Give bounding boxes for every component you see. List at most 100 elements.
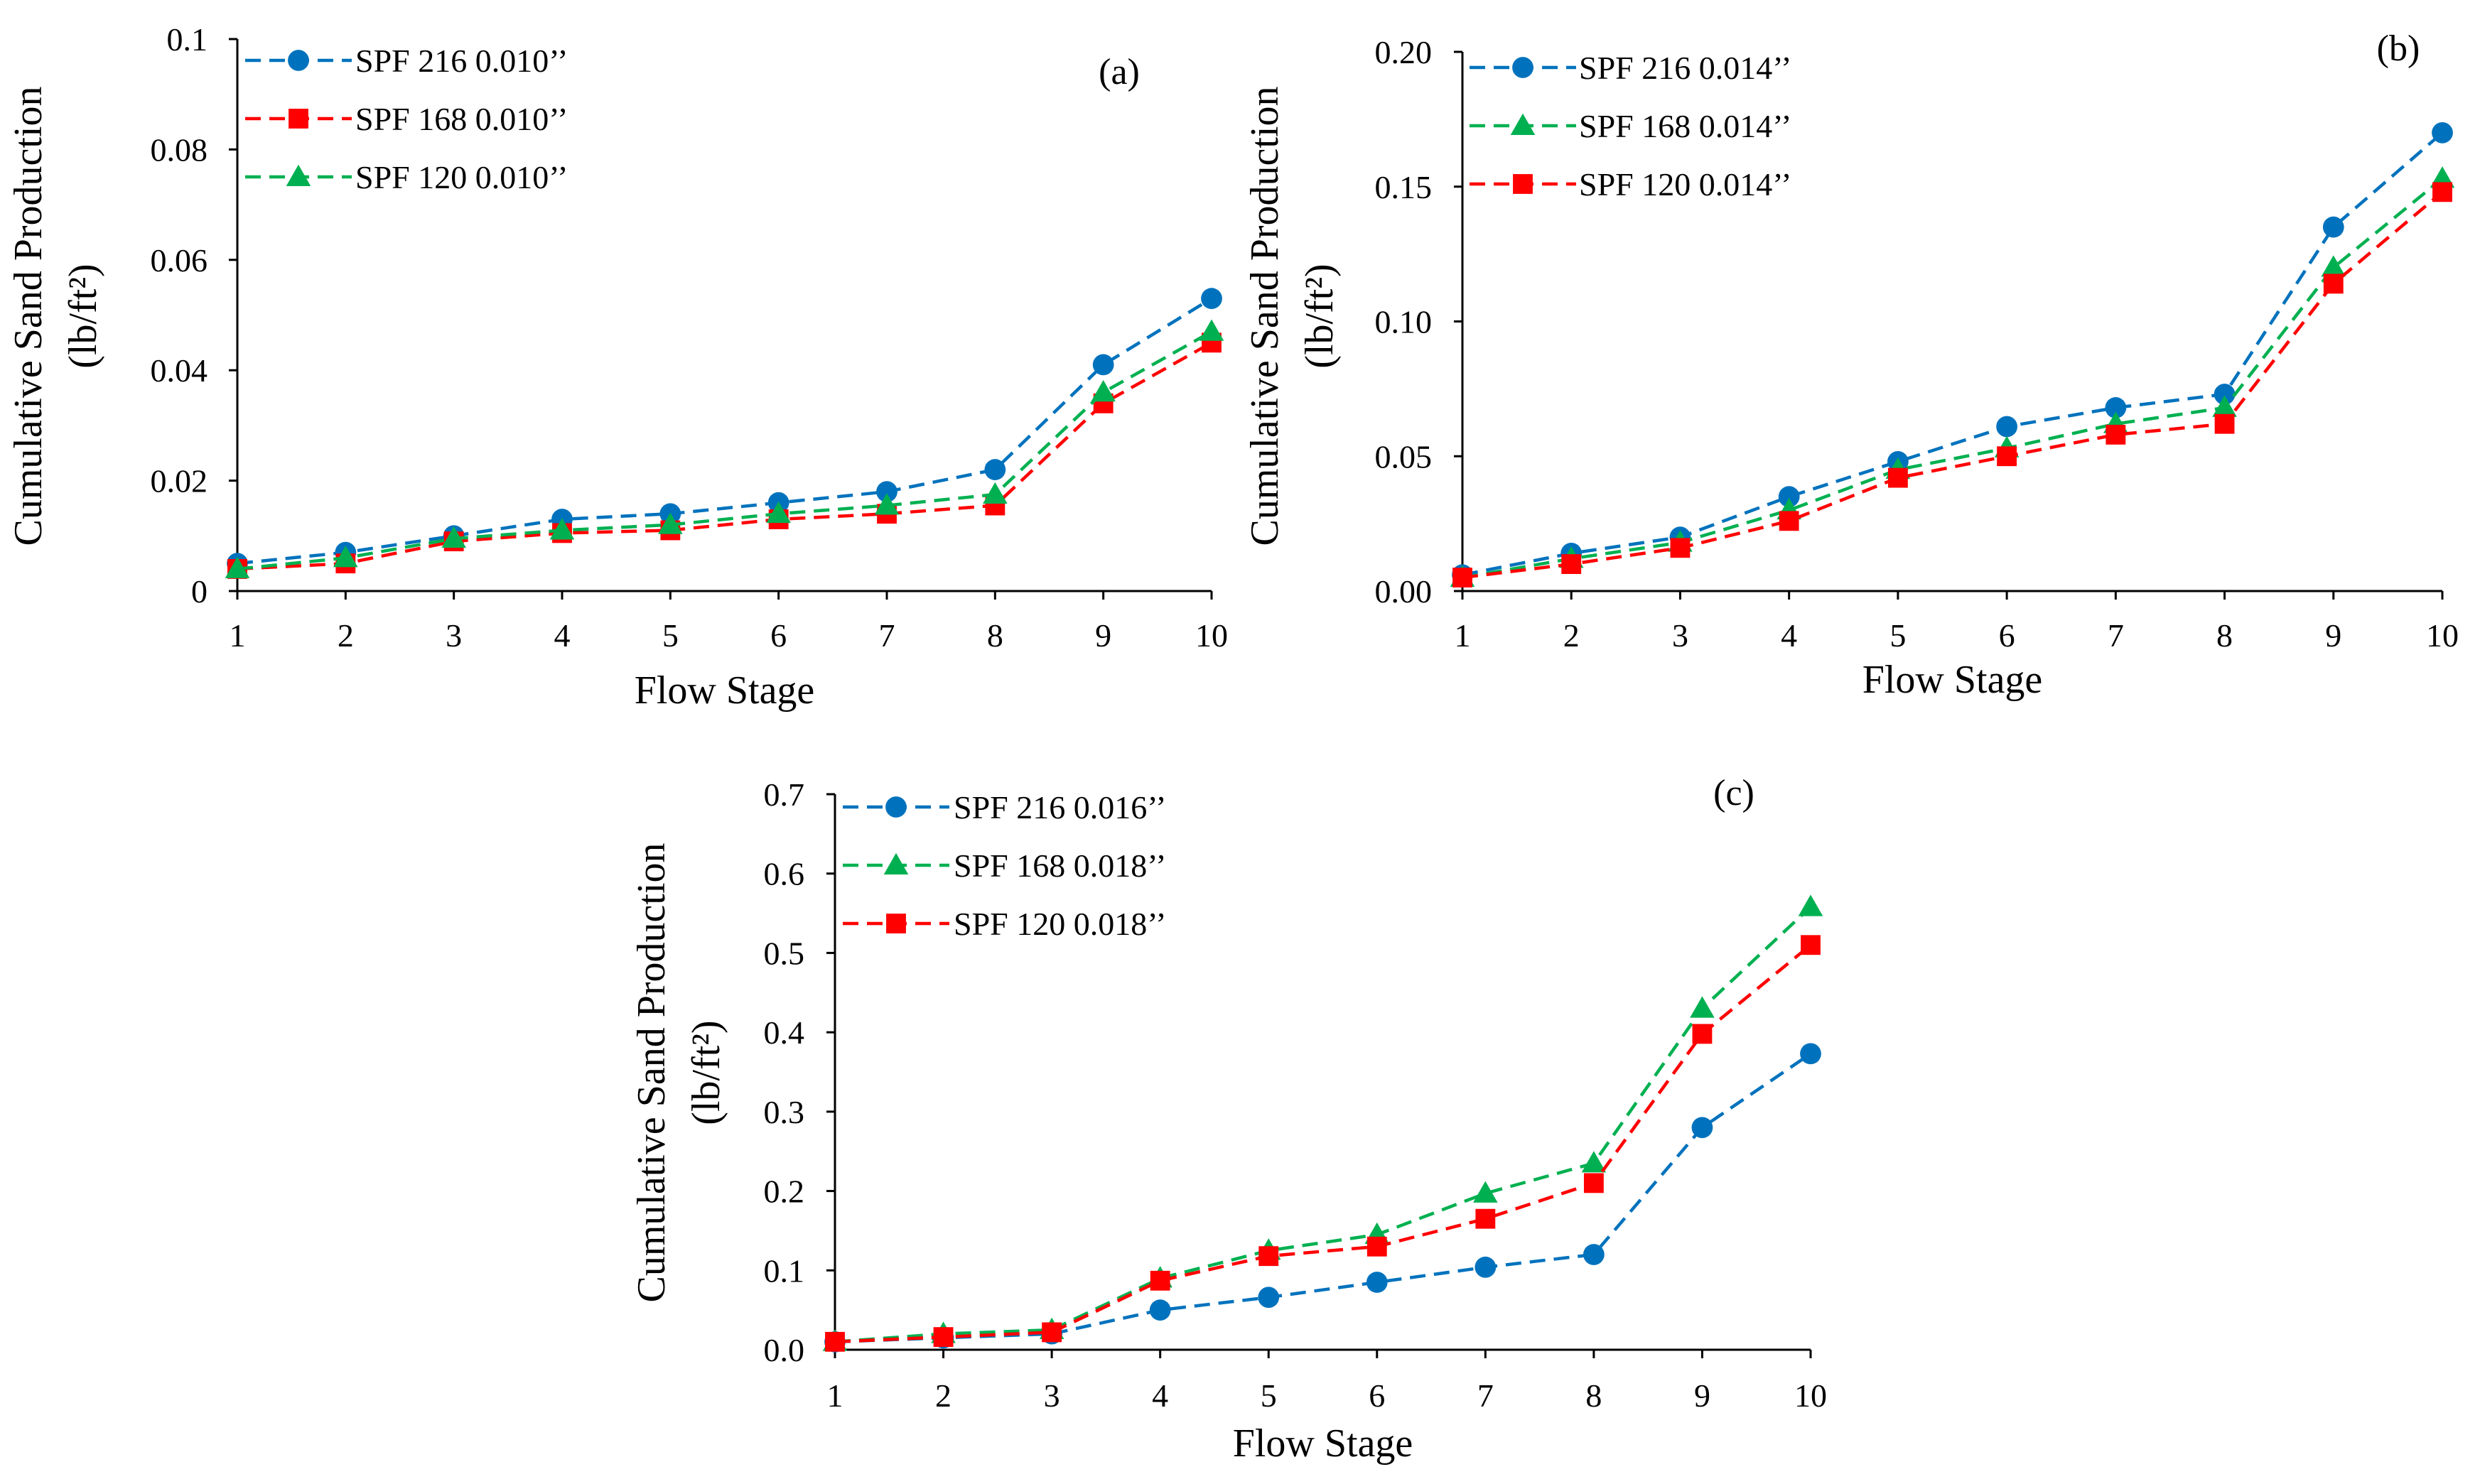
x-tick-label: 2 — [1563, 617, 1580, 654]
data-point — [2214, 384, 2236, 405]
data-point — [1475, 1208, 1496, 1229]
x-tick-label: 2 — [935, 1377, 951, 1414]
data-point — [2321, 255, 2346, 277]
x-tick-label: 10 — [1195, 617, 1228, 654]
x-tick-label: 4 — [1781, 617, 1797, 654]
x-tick-label: 9 — [1694, 1377, 1710, 1414]
data-point — [1042, 1322, 1062, 1343]
series-line — [1462, 131, 2444, 577]
y-tick-label: 0.04 — [151, 352, 208, 389]
data-point — [825, 1331, 845, 1352]
legend-marker — [883, 852, 909, 874]
x-tick-label: 7 — [2108, 617, 2124, 654]
data-point — [1583, 1244, 1605, 1265]
legend-marker — [885, 796, 907, 818]
y-tick-label: 0.20 — [1375, 34, 1433, 70]
series-line — [834, 1052, 1812, 1344]
series-line — [834, 943, 1812, 1344]
panel-label: (a) — [1099, 52, 1140, 92]
x-axis-title: Flow Stage — [1233, 1421, 1413, 1466]
legend-label: SPF 168 0.014’’ — [1579, 108, 1791, 144]
data-point — [1690, 996, 1715, 1018]
y-axis-title: Cumulative Sand Production — [1243, 86, 1287, 546]
x-tick-label: 1 — [827, 1377, 843, 1414]
data-point — [2214, 413, 2235, 434]
legend-marker — [1513, 174, 1533, 194]
data-point — [1798, 894, 1823, 916]
x-tick-label: 5 — [662, 617, 679, 654]
y-tick-label: 0.7 — [764, 776, 805, 813]
data-point — [2432, 182, 2452, 202]
legend: SPF 216 0.014’’ SPF 168 0.014’’ SPF 120 0.… — [1470, 50, 1791, 202]
panel-label: (c) — [1713, 773, 1754, 813]
x-tick-label: 10 — [1794, 1377, 1827, 1414]
y-axis-title: Cumulative Sand Production — [630, 843, 674, 1302]
data-point — [1778, 486, 1800, 508]
data-point — [2105, 397, 2127, 418]
x-tick-label: 3 — [446, 617, 462, 654]
y-tick-label: 0.05 — [1375, 438, 1433, 475]
x-tick-label: 5 — [1261, 1377, 1277, 1414]
series-line — [834, 905, 1812, 1344]
y-axis-unit: (lb/ft²) — [1298, 264, 1342, 368]
panel-label: (b) — [2377, 28, 2420, 69]
y-tick-label: 0.0 — [764, 1332, 805, 1368]
data-point — [1366, 1236, 1387, 1257]
legend-marker — [288, 50, 309, 71]
data-point — [876, 481, 897, 503]
legend-label: SPF 168 0.018’’ — [954, 847, 1166, 884]
data-point — [2323, 273, 2344, 294]
x-tick-label: 9 — [2325, 617, 2341, 654]
data-point — [441, 526, 466, 548]
series-line — [237, 297, 1213, 565]
data-point — [1691, 1117, 1713, 1139]
y-tick-label: 0.10 — [1375, 304, 1433, 340]
x-tick-label: 8 — [987, 617, 1003, 654]
data-point — [1801, 935, 1821, 955]
x-tick-label: 4 — [1152, 1377, 1168, 1414]
data-point — [1779, 511, 1799, 531]
y-tick-label: 0.2 — [764, 1174, 805, 1210]
legend-label: SPF 216 0.014’’ — [1579, 50, 1791, 86]
data-point — [983, 482, 1008, 504]
legend-marker — [289, 109, 308, 129]
y-tick-label: 0.1 — [167, 21, 208, 58]
data-point — [1474, 1256, 1497, 1278]
y-axis-unit: (lb/ft²) — [61, 264, 105, 368]
x-tick-label: 6 — [1369, 1377, 1385, 1414]
chart-panel-b: 0.00 0.05 0.10 0.15 0.20 1 2 3 4 5 6 7 8 9 10 Flow Stag… — [1243, 28, 2459, 702]
chart-panel-a: 0 0.02 0.04 0.06 0.08 0.1 1 2 3 4 5 6 7 8 9 10 Flow Stag… — [6, 21, 1228, 713]
y-tick-label: 0.3 — [764, 1094, 805, 1130]
legend-label: SPF 120 0.010’’ — [355, 159, 568, 195]
data-point — [1887, 467, 1908, 488]
data-point — [1258, 1246, 1279, 1267]
legend-label: SPF 120 0.018’’ — [954, 906, 1166, 942]
x-tick-label: 5 — [1889, 617, 1906, 654]
data-point — [1258, 1287, 1280, 1309]
x-axis-title: Flow Stage — [1862, 658, 2043, 702]
data-point — [1452, 568, 1472, 587]
legend-label: SPF 120 0.014’’ — [1579, 166, 1791, 202]
data-point — [1670, 538, 1691, 558]
y-tick-label: 0.15 — [1375, 169, 1433, 205]
x-tick-label: 7 — [879, 617, 895, 654]
data-point — [1199, 319, 1224, 341]
data-point — [1561, 554, 1582, 574]
x-tick-label: 4 — [554, 617, 571, 654]
y-axis-title: Cumulative Sand Production — [6, 86, 50, 546]
legend: SPF 216 0.010’’ SPF 168 0.010’’ SPF 120 0.… — [245, 43, 568, 195]
data-point — [2432, 121, 2453, 143]
y-tick-label: 0.00 — [1375, 573, 1433, 610]
legend-label: SPF 168 0.010’’ — [355, 101, 568, 137]
data-point — [933, 1327, 954, 1348]
data-point — [1581, 1151, 1607, 1173]
data-point — [1997, 446, 2017, 467]
data-point — [1996, 416, 2017, 438]
x-axis-title: Flow Stage — [635, 668, 815, 713]
data-point — [1583, 1173, 1604, 1193]
data-point — [1366, 1272, 1388, 1293]
data-point — [549, 518, 575, 540]
data-point — [874, 493, 900, 515]
data-point — [225, 556, 250, 578]
